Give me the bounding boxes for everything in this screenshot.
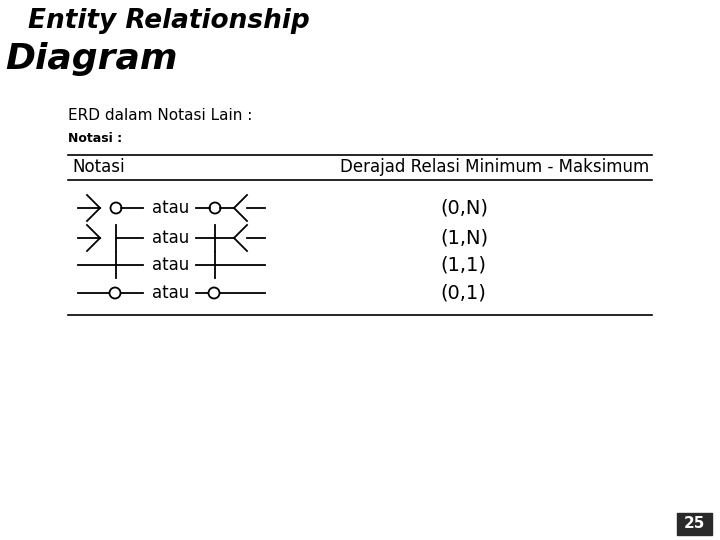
- Text: ERD dalam Notasi Lain :: ERD dalam Notasi Lain :: [68, 108, 253, 123]
- Text: Derajad Relasi Minimum - Maksimum: Derajad Relasi Minimum - Maksimum: [340, 158, 649, 176]
- Text: Notasi: Notasi: [72, 158, 125, 176]
- Text: atau: atau: [152, 229, 189, 247]
- Text: (0,1): (0,1): [440, 284, 486, 302]
- Text: Entity Relationship: Entity Relationship: [28, 8, 310, 34]
- Text: (0,N): (0,N): [440, 199, 488, 218]
- Text: (1,N): (1,N): [440, 228, 488, 247]
- Text: atau: atau: [152, 284, 189, 302]
- Text: atau: atau: [152, 199, 189, 217]
- Text: 25: 25: [683, 516, 705, 531]
- Text: atau: atau: [152, 256, 189, 274]
- Text: Notasi :: Notasi :: [68, 132, 122, 145]
- FancyBboxPatch shape: [677, 513, 712, 535]
- Text: (1,1): (1,1): [440, 255, 486, 274]
- Text: Diagram: Diagram: [5, 42, 178, 76]
